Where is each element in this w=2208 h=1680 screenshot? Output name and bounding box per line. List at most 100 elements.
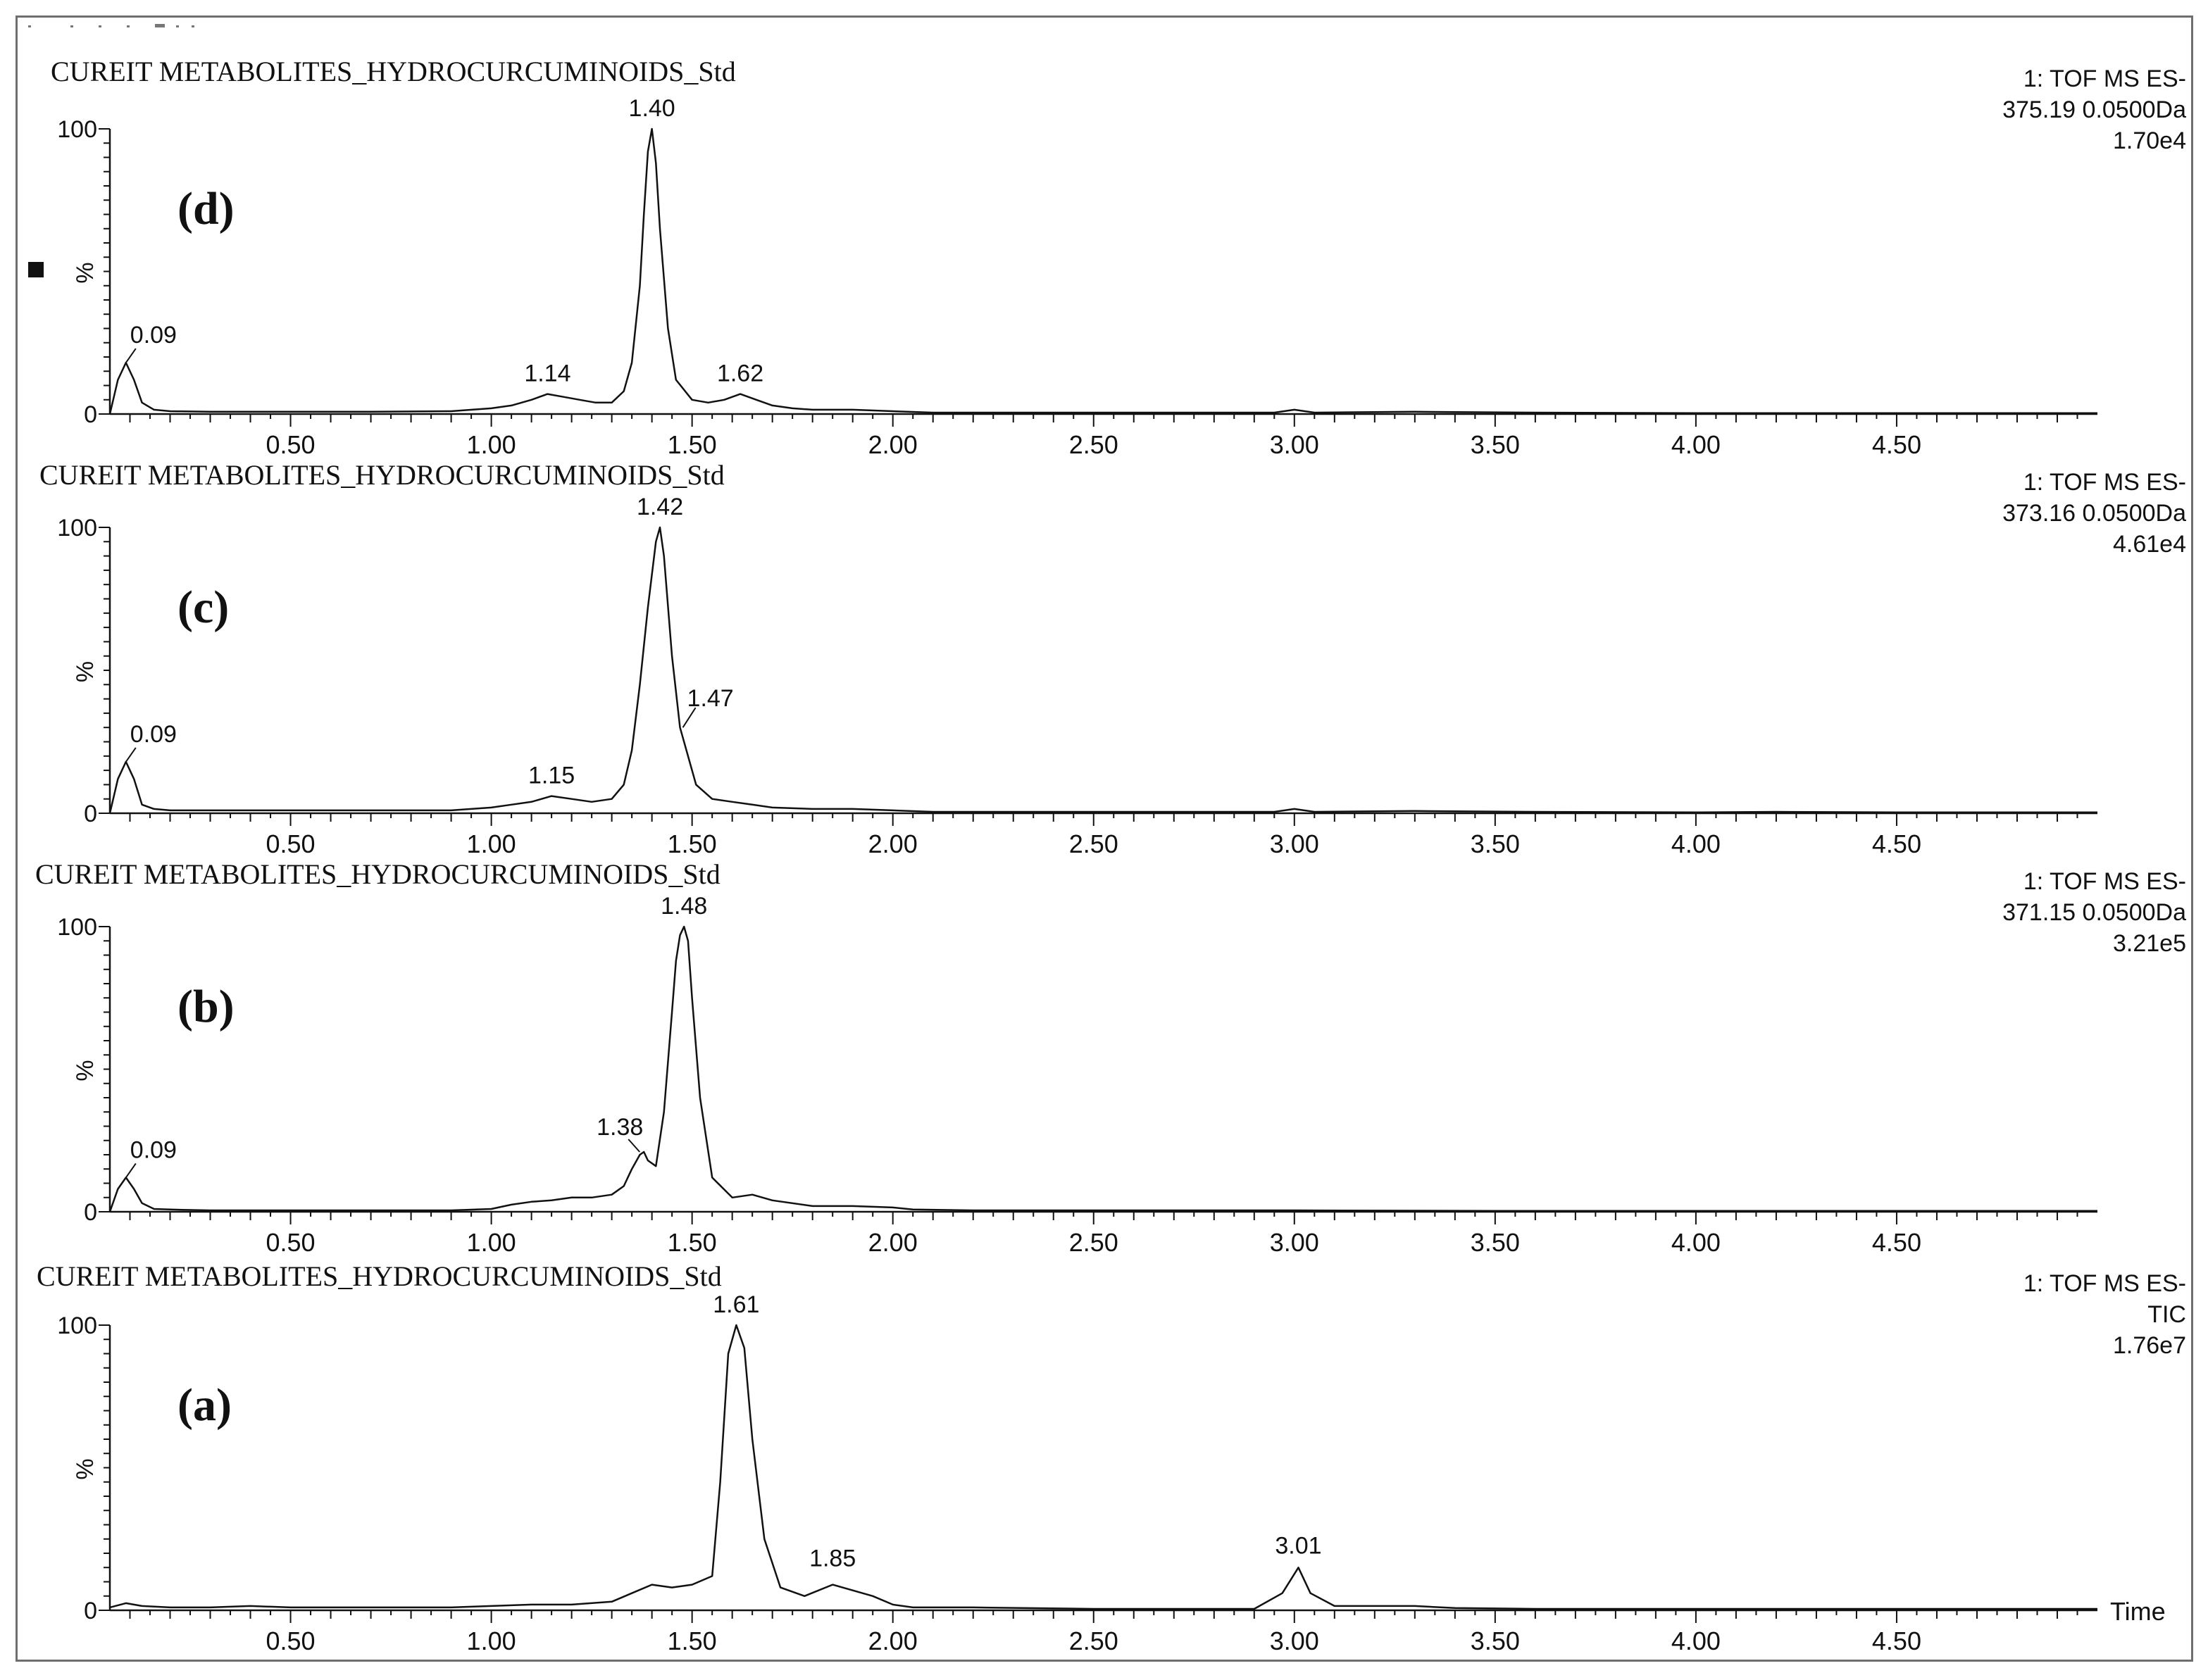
panel-d: CUREIT METABOLITES_HYDROCURCUMINOIDS_Std…	[51, 56, 2186, 459]
y-tick-label: 100	[57, 515, 97, 541]
info-line: 373.16 0.0500Da	[2002, 500, 2186, 527]
peak-label: 1.48	[661, 893, 707, 920]
x-tick-label: 2.00	[868, 1626, 918, 1655]
stray-marks	[28, 24, 194, 27]
info-line: 371.15 0.0500Da	[2002, 899, 2186, 926]
y-axis-label: %	[72, 1060, 99, 1081]
info-line: 1.76e7	[2113, 1332, 2186, 1359]
x-tick-label: 4.00	[1671, 430, 1721, 459]
peak-pointer	[628, 1139, 640, 1153]
chart-frame	[15, 15, 2193, 1662]
info-line: 1.70e4	[2113, 127, 2186, 154]
peak-label: 1.85	[809, 1546, 856, 1572]
x-tick-label: 2.50	[1069, 829, 1118, 858]
x-tick-label: 1.50	[668, 430, 717, 459]
x-tick-label: 0.50	[266, 1228, 316, 1257]
x-tick-label: 2.00	[868, 829, 918, 858]
peak-label: 1.42	[637, 494, 683, 520]
peak-label: 3.01	[1275, 1532, 1321, 1559]
x-axis-label: Time	[2110, 1597, 2166, 1626]
y-tick-label: 0	[84, 801, 97, 827]
y-tick-label: 0	[84, 1598, 97, 1624]
peak-pointer	[125, 747, 137, 763]
x-tick-label: 3.50	[1471, 1228, 1520, 1257]
panel-title: CUREIT METABOLITES_HYDROCURCUMINOIDS_Std	[39, 459, 725, 491]
peak-label: 0.09	[130, 1136, 177, 1163]
series-line	[109, 1324, 2097, 1610]
panel-c: CUREIT METABOLITES_HYDROCURCUMINOIDS_Std…	[39, 459, 2186, 858]
x-tick-label: 1.00	[467, 829, 516, 858]
x-tick-label: 3.50	[1471, 1626, 1520, 1655]
x-tick-label: 4.00	[1671, 829, 1721, 858]
info-line: 375.19 0.0500Da	[2002, 96, 2186, 123]
x-tick-label: 2.50	[1069, 1228, 1118, 1257]
peak-pointer	[682, 707, 697, 728]
peak-label: 1.47	[687, 685, 734, 712]
peak-label: 1.40	[629, 95, 675, 122]
y-axis-label: %	[72, 661, 99, 682]
panel-letter: (c)	[177, 582, 229, 633]
x-tick-label: 2.00	[868, 1228, 918, 1257]
panel-letter: (d)	[177, 183, 235, 234]
panel-b: CUREIT METABOLITES_HYDROCURCUMINOIDS_Std…	[35, 858, 2186, 1257]
x-tick-label: 1.50	[668, 1228, 717, 1257]
y-axis-label: %	[72, 1458, 99, 1479]
info-line: 1: TOF MS ES-	[2023, 469, 2186, 496]
panel-letter: (a)	[177, 1379, 232, 1431]
panel-title: CUREIT METABOLITES_HYDROCURCUMINOIDS_Std	[51, 56, 736, 87]
panel-title: CUREIT METABOLITES_HYDROCURCUMINOIDS_Std	[35, 858, 721, 890]
y-tick-label: 0	[84, 401, 97, 428]
x-tick-label: 1.00	[467, 1626, 516, 1655]
x-tick-label: 3.00	[1270, 430, 1319, 459]
series-line	[108, 127, 2097, 415]
x-tick-label: 2.50	[1069, 430, 1118, 459]
x-tick-label: 1.00	[467, 1228, 516, 1257]
x-tick-label: 0.50	[266, 1626, 316, 1655]
y-tick-label: 0	[84, 1199, 97, 1226]
info-line: 4.61e4	[2113, 531, 2186, 558]
info-line: 1: TOF MS ES-	[2023, 1270, 2186, 1297]
info-line: 1: TOF MS ES-	[2023, 868, 2186, 895]
peak-label: 1.61	[713, 1291, 759, 1318]
x-tick-label: 4.50	[1872, 1228, 1921, 1257]
x-tick-label: 4.50	[1872, 1626, 1921, 1655]
peak-label: 1.15	[528, 763, 575, 789]
x-tick-label: 4.00	[1671, 1626, 1721, 1655]
y-tick-label: 100	[57, 1312, 97, 1339]
info-line: 3.21e5	[2113, 930, 2186, 957]
panel-title: CUREIT METABOLITES_HYDROCURCUMINOIDS_Std	[37, 1260, 722, 1292]
x-tick-label: 3.00	[1270, 1228, 1319, 1257]
x-tick-label: 1.50	[668, 829, 717, 858]
y-tick-label: 100	[57, 914, 97, 941]
x-tick-label: 2.50	[1069, 1626, 1118, 1655]
peak-label: 1.14	[524, 361, 570, 387]
peak-pointer	[125, 1162, 137, 1178]
peak-label: 0.09	[130, 322, 177, 349]
info-line: TIC	[2147, 1301, 2186, 1328]
x-tick-label: 4.00	[1671, 1228, 1721, 1257]
panel-a: CUREIT METABOLITES_HYDROCURCUMINOIDS_Std…	[37, 1260, 2186, 1655]
x-tick-label: 4.50	[1872, 829, 1921, 858]
peak-label: 0.09	[130, 721, 177, 748]
peak-label: 1.38	[597, 1114, 643, 1141]
x-tick-label: 2.00	[868, 430, 918, 459]
x-tick-label: 3.00	[1270, 1626, 1319, 1655]
peak-label: 1.62	[717, 361, 763, 387]
y-tick-label: 100	[57, 116, 97, 143]
x-tick-label: 3.00	[1270, 829, 1319, 858]
x-tick-label: 0.50	[266, 430, 316, 459]
y-axis-label: %	[72, 262, 99, 283]
marker-square	[28, 262, 44, 277]
panel-letter: (b)	[177, 981, 235, 1032]
x-tick-label: 3.50	[1471, 430, 1520, 459]
x-tick-label: 1.50	[668, 1626, 717, 1655]
info-line: 1: TOF MS ES-	[2023, 65, 2186, 92]
series-line	[108, 925, 2097, 1212]
x-tick-label: 4.50	[1872, 430, 1921, 459]
x-tick-label: 1.00	[467, 430, 516, 459]
peak-pointer	[125, 348, 137, 363]
x-tick-label: 0.50	[266, 829, 316, 858]
series-line	[108, 526, 2097, 814]
x-tick-label: 3.50	[1471, 829, 1520, 858]
